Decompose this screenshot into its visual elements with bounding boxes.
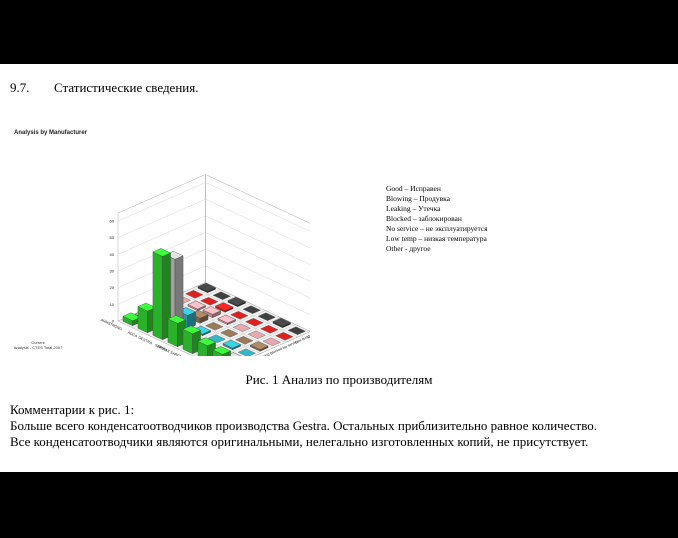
empty-cell-tile bbox=[234, 336, 254, 345]
empty-cell-tile bbox=[219, 329, 239, 338]
bar-top-face bbox=[249, 341, 269, 350]
wall-grid-line bbox=[205, 248, 311, 299]
wall-grid-line bbox=[205, 282, 311, 332]
floor-grid-line bbox=[180, 293, 286, 343]
chart-footer-line2: Analysis - CTES Total 2007 bbox=[13, 345, 63, 350]
section-title: Статистические сведения. bbox=[54, 80, 199, 95]
chart-footer-line1: Current bbox=[31, 340, 45, 345]
manufacturer-label: GESTRA bbox=[138, 336, 154, 346]
wall-grid-line bbox=[117, 182, 206, 222]
empty-cell-tile bbox=[274, 332, 294, 341]
empty-cell-tile bbox=[204, 322, 224, 331]
y-tick-label: 30 bbox=[110, 269, 115, 274]
chart-footer: Current Analysis - CTES Total 2007 bbox=[10, 340, 66, 350]
empty-cell-tile bbox=[207, 334, 227, 343]
figure-caption: Рис. 1 Анализ по производителям bbox=[245, 372, 433, 387]
empty-cell-tile bbox=[229, 311, 249, 320]
wall-grid-line bbox=[205, 215, 311, 266]
wall-grid-line bbox=[117, 198, 206, 238]
bar-top-face bbox=[227, 296, 247, 306]
legend-entry: Blocked – заблокирован bbox=[386, 214, 462, 223]
bar-top-face bbox=[167, 315, 187, 324]
empty-cell-tile bbox=[244, 318, 264, 327]
wall-grid-line bbox=[205, 265, 311, 316]
wall-grid-line bbox=[205, 232, 311, 282]
bar-top-face bbox=[202, 306, 222, 315]
empty-cell-tile bbox=[212, 291, 232, 300]
bar-top-face bbox=[217, 314, 237, 324]
bar-top-face bbox=[197, 337, 217, 346]
wall-grid-line bbox=[205, 198, 311, 249]
condition-legend: Good – Исправен Blowing – Продувка Leaki… bbox=[386, 184, 488, 254]
bar-top-face bbox=[272, 317, 292, 327]
y-tick-label: 60 bbox=[110, 219, 115, 224]
empty-cell-tile bbox=[232, 323, 252, 332]
comments-line-2: Все конденсатоотводчики являются оригина… bbox=[10, 434, 589, 449]
bar-top-face bbox=[212, 346, 232, 355]
manufacturer-chart-figure: Analysis by Manufacturer 010203040506001… bbox=[10, 126, 327, 374]
empty-cell-tile bbox=[257, 312, 277, 321]
y-tick-label: 20 bbox=[110, 285, 115, 290]
empty-cell-tile bbox=[237, 348, 257, 357]
bar-front-face bbox=[152, 251, 163, 341]
condition-label: No service bbox=[282, 339, 299, 350]
bar-front-face bbox=[167, 318, 178, 348]
floor-grid-line bbox=[167, 298, 274, 349]
empty-cell-tile bbox=[247, 330, 267, 339]
empty-cell-tile bbox=[184, 290, 204, 299]
section-heading: 9.7. Статистические сведения. bbox=[10, 80, 198, 96]
wall-grid-line bbox=[205, 182, 311, 232]
wall-grid-line bbox=[117, 215, 206, 255]
comments-heading: Комментарии к рис. 1: bbox=[10, 402, 135, 417]
legend-entry: Low temp – низкая температура bbox=[386, 234, 487, 243]
legend-entry: Other - другое bbox=[386, 244, 431, 253]
condition-label: Low temp bbox=[294, 334, 310, 344]
y-tick-label: 10 bbox=[110, 302, 115, 307]
bar-top-face bbox=[187, 300, 207, 310]
floor-grid-line bbox=[192, 287, 299, 338]
bar-top-face bbox=[214, 302, 234, 311]
legend-entry: No service – не эксплуатируется bbox=[386, 224, 488, 233]
bar-top-face bbox=[197, 282, 217, 292]
document-page: 9.7. Статистические сведения. Analysis by… bbox=[0, 64, 678, 472]
legend-entry: Blowing – Продувка bbox=[386, 194, 451, 203]
legend-entry: Leaking – Утечка bbox=[386, 204, 441, 213]
chart-3d-bars: 010203040506001020304050Trap CountARMSTR… bbox=[100, 174, 327, 374]
empty-cell-tile bbox=[242, 305, 262, 314]
condition-label: Blocked bbox=[269, 347, 282, 356]
legend-entry: Good – Исправен bbox=[386, 184, 441, 193]
manufacturer-label: SPIRAX bbox=[154, 343, 168, 352]
comments-block: Комментарии к рис. 1: Больше всего конде… bbox=[10, 402, 650, 450]
y-tick-label: 40 bbox=[110, 252, 115, 257]
y-tick-label: 50 bbox=[110, 235, 115, 240]
empty-cell-tile bbox=[262, 337, 282, 346]
chart-title: Analysis by Manufacturer bbox=[14, 130, 88, 136]
bar-top-face bbox=[222, 339, 242, 349]
empty-cell-tile bbox=[199, 297, 219, 306]
y-tick-label: 0 bbox=[112, 319, 115, 324]
section-number: 9.7. bbox=[10, 80, 30, 95]
empty-cell-tile bbox=[287, 326, 307, 335]
comments-line-1: Больше всего конденсатоотводчиков произв… bbox=[10, 418, 598, 433]
bar-top-face bbox=[182, 325, 202, 334]
empty-cell-tile bbox=[259, 325, 279, 334]
bar-top-face bbox=[152, 248, 172, 257]
manufacturer-label: ADCA bbox=[127, 331, 138, 339]
